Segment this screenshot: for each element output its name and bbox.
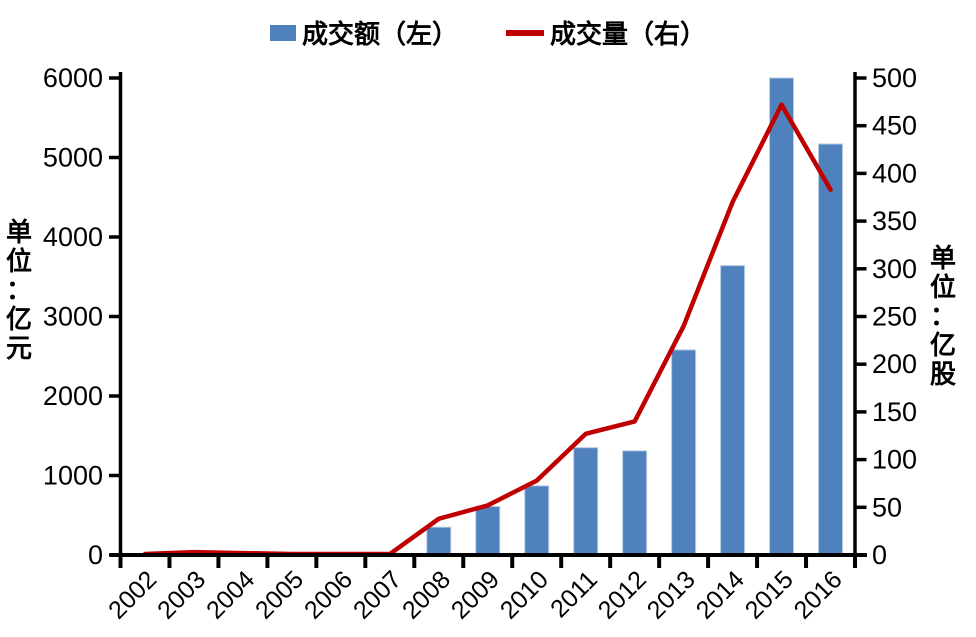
right-tick-label: 350	[872, 206, 917, 236]
legend-line-label: 成交量（右）	[550, 19, 707, 49]
x-label-2012: 2012	[593, 565, 652, 624]
bar-2011	[573, 447, 599, 556]
left-axis-unit-label: 单位：亿元	[6, 217, 33, 364]
right-tick-label: 100	[872, 445, 917, 475]
right-tick-label: 400	[872, 158, 917, 188]
right-tick-label: 450	[872, 111, 917, 141]
right-tick-label: 50	[872, 492, 902, 522]
x-label-2007: 2007	[348, 565, 407, 624]
x-label-2010: 2010	[495, 565, 554, 624]
right-tick-label: 0	[872, 540, 887, 570]
left-tick-label: 5000	[43, 143, 103, 173]
x-label-2004: 2004	[201, 565, 260, 624]
left-tick-label: 3000	[43, 302, 103, 332]
legend-bar-label: 成交额（左）	[301, 19, 458, 49]
bar-2012	[622, 450, 648, 556]
right-tick-label: 200	[872, 349, 917, 379]
bar-series-swatch-icon	[269, 24, 296, 41]
legend-item-line[interactable]: 成交量（右）	[506, 14, 706, 51]
bar-2013	[671, 349, 697, 556]
legend-item-bar[interactable]: 成交额（左）	[269, 14, 458, 51]
left-tick-label: 2000	[43, 381, 103, 411]
x-label-2005: 2005	[250, 565, 309, 624]
bar-2016	[818, 143, 844, 556]
right-tick-label: 250	[872, 302, 917, 332]
x-label-2015: 2015	[740, 565, 799, 624]
right-tick-label: 300	[872, 254, 917, 284]
x-label-2014: 2014	[691, 565, 750, 624]
left-tick-label: 1000	[43, 461, 103, 491]
right-tick-label: 150	[872, 397, 917, 427]
left-tick-label: 4000	[43, 222, 103, 252]
x-label-2016: 2016	[789, 565, 848, 624]
x-label-2006: 2006	[299, 565, 358, 624]
right-axis-unit-label: 单位：亿股	[930, 243, 957, 390]
line-series-swatch-icon	[506, 29, 544, 36]
bar-2014	[720, 265, 746, 556]
x-label-2003: 2003	[152, 565, 211, 624]
x-label-2009: 2009	[446, 565, 505, 624]
legend: 成交额（左） 成交量（右）	[0, 14, 976, 51]
bar-2015	[769, 77, 795, 556]
right-tick-label: 500	[872, 63, 917, 93]
left-tick-label: 6000	[43, 63, 103, 93]
x-label-2002: 2002	[103, 565, 162, 624]
bar-2009	[475, 506, 501, 556]
x-label-2008: 2008	[397, 565, 456, 624]
bar-2008	[426, 526, 452, 556]
x-label-2013: 2013	[642, 565, 701, 624]
x-label-2011: 2011	[545, 565, 603, 623]
bar-2010	[524, 485, 550, 556]
left-tick-label: 0	[88, 540, 103, 570]
